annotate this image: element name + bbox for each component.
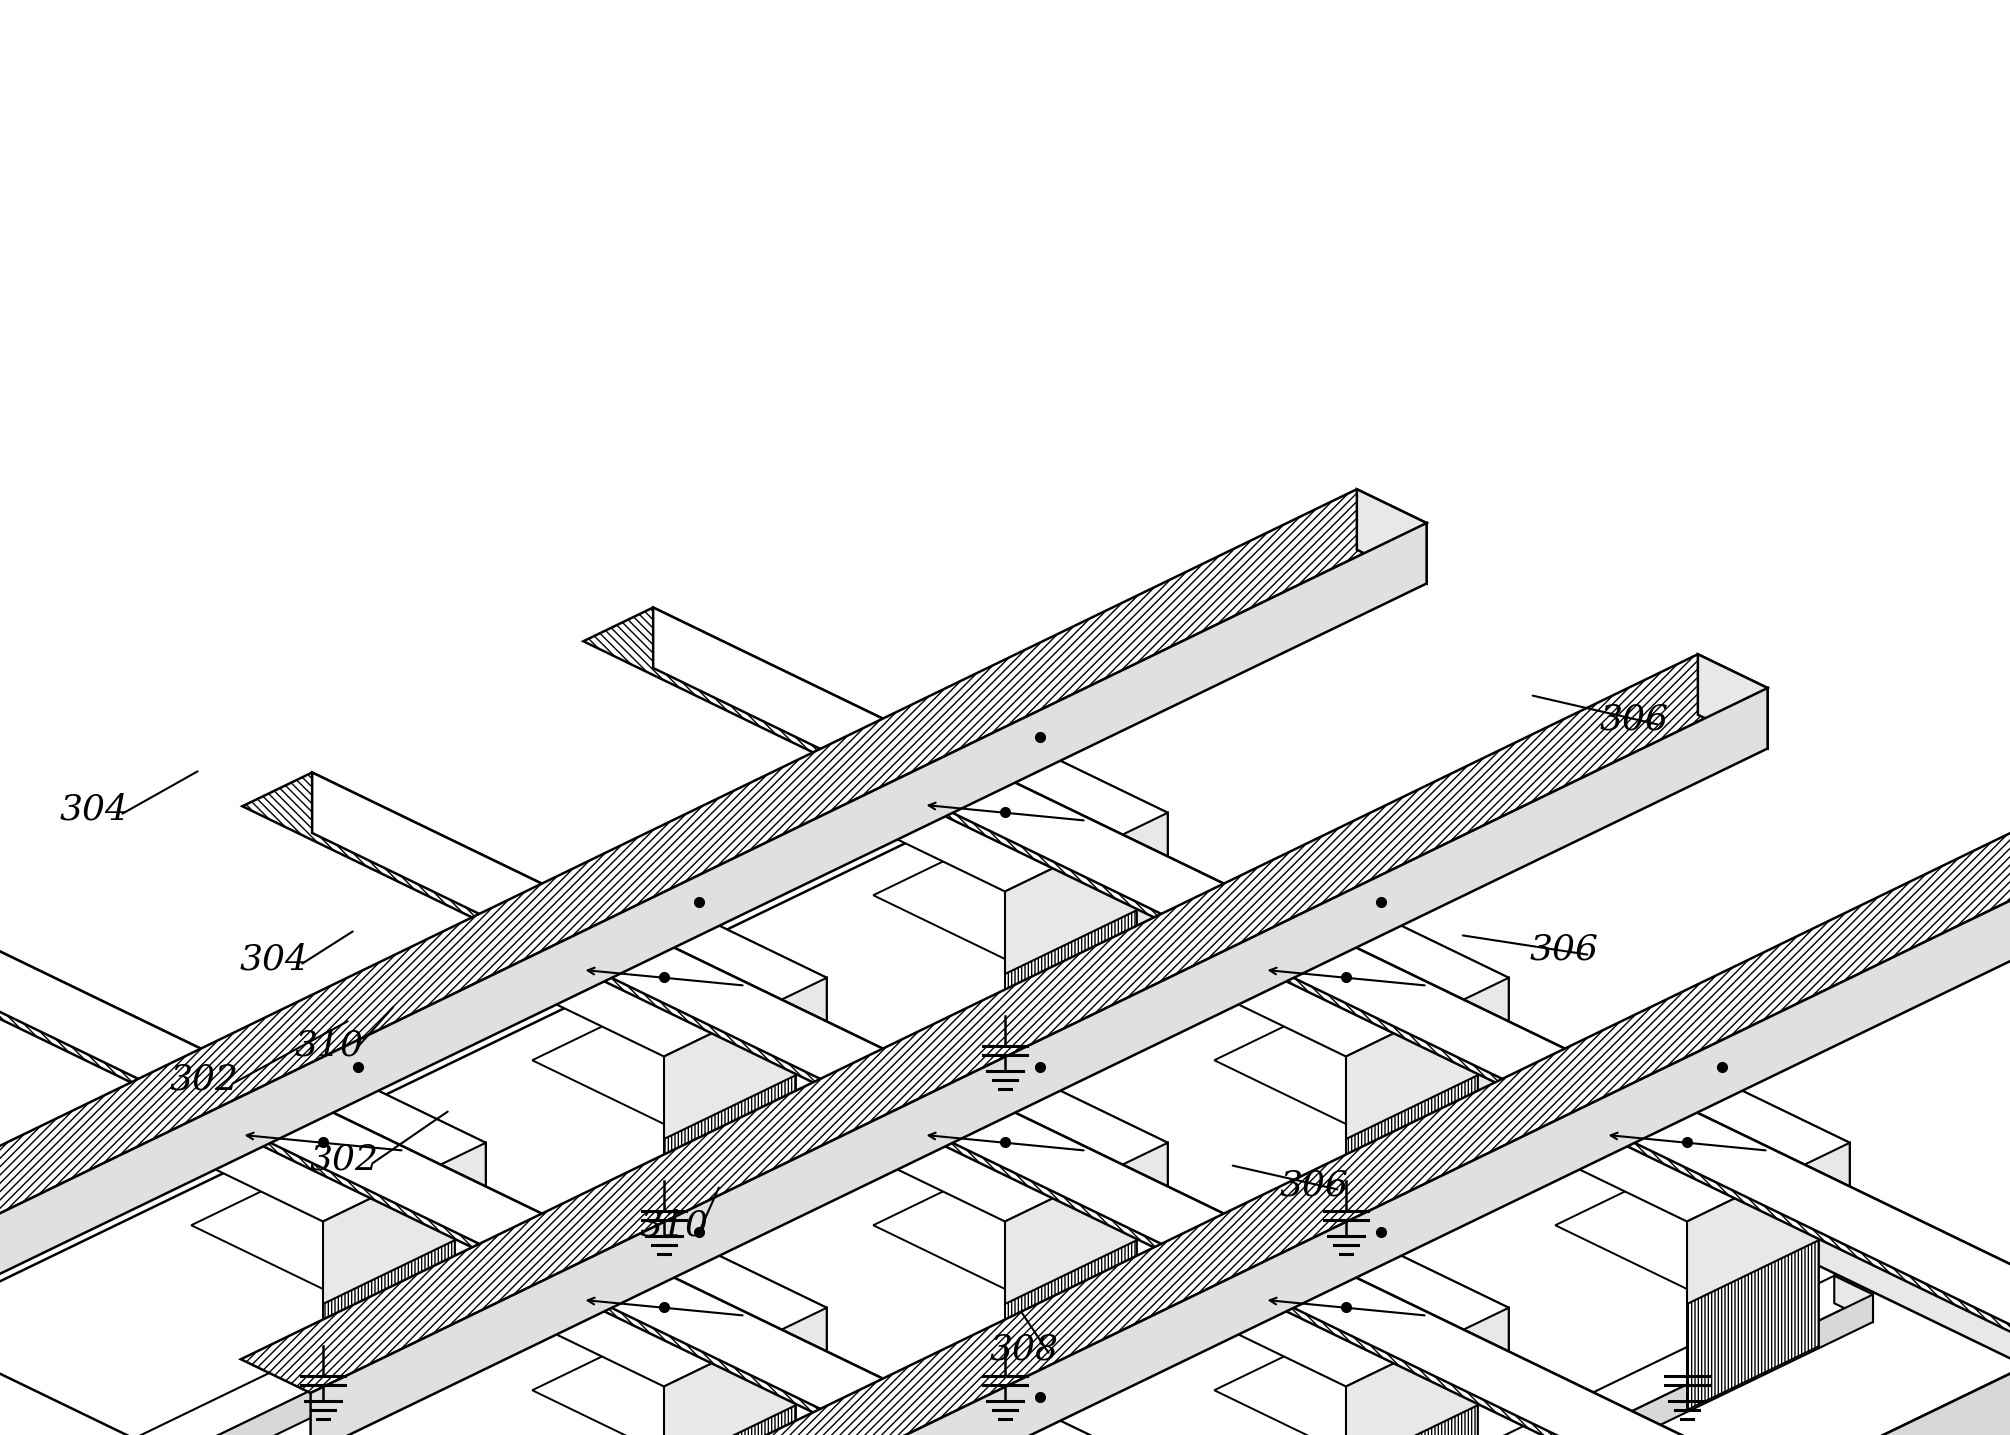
Polygon shape — [842, 1393, 1168, 1435]
Polygon shape — [1698, 654, 1767, 749]
Polygon shape — [1686, 1142, 1849, 1304]
Polygon shape — [872, 831, 1138, 959]
Polygon shape — [583, 607, 2010, 1346]
Polygon shape — [1524, 1063, 1849, 1221]
Polygon shape — [581, 819, 2010, 1435]
Polygon shape — [324, 1063, 486, 1225]
Polygon shape — [533, 996, 796, 1124]
Polygon shape — [1357, 489, 1427, 584]
Polygon shape — [533, 1326, 796, 1435]
Text: 308: 308 — [991, 1333, 1059, 1368]
Polygon shape — [663, 977, 826, 1139]
Text: 304: 304 — [239, 943, 310, 977]
Text: 302: 302 — [310, 1144, 380, 1177]
Polygon shape — [121, 964, 1192, 1435]
Polygon shape — [1005, 1161, 1138, 1346]
Text: 310: 310 — [295, 1027, 364, 1062]
Polygon shape — [1005, 1142, 1168, 1304]
Polygon shape — [1686, 1225, 1819, 1411]
Polygon shape — [872, 1161, 1138, 1289]
Polygon shape — [241, 654, 1767, 1393]
Polygon shape — [462, 1129, 1532, 1435]
Polygon shape — [1184, 898, 1510, 1056]
Polygon shape — [663, 1060, 796, 1246]
Polygon shape — [82, 946, 1192, 1435]
Polygon shape — [764, 1276, 1873, 1435]
Polygon shape — [312, 687, 1767, 1435]
Polygon shape — [0, 937, 1429, 1435]
Polygon shape — [663, 1326, 796, 1435]
Polygon shape — [842, 733, 1168, 891]
Polygon shape — [1005, 812, 1168, 974]
Text: 302: 302 — [171, 1063, 239, 1096]
Polygon shape — [663, 898, 826, 1060]
Polygon shape — [324, 1142, 486, 1304]
Polygon shape — [0, 795, 2010, 1435]
Polygon shape — [651, 852, 2010, 1435]
Polygon shape — [1347, 898, 1510, 1060]
Text: 306: 306 — [1280, 1168, 1349, 1203]
Polygon shape — [1005, 1063, 1168, 1225]
Polygon shape — [1005, 1393, 1168, 1435]
Polygon shape — [324, 1225, 454, 1411]
Polygon shape — [500, 1228, 826, 1386]
Polygon shape — [842, 1063, 1168, 1221]
Polygon shape — [500, 898, 826, 1056]
Polygon shape — [1686, 1161, 1819, 1346]
Text: 310: 310 — [639, 1208, 710, 1243]
Polygon shape — [1835, 1276, 1873, 1322]
Polygon shape — [1347, 1326, 1477, 1435]
Polygon shape — [161, 1063, 486, 1221]
Polygon shape — [0, 489, 1427, 1228]
Polygon shape — [663, 1391, 796, 1435]
Polygon shape — [191, 1161, 454, 1289]
Polygon shape — [1556, 1161, 1819, 1289]
Polygon shape — [663, 1307, 826, 1435]
Polygon shape — [312, 772, 1769, 1435]
Polygon shape — [1347, 996, 1477, 1181]
Polygon shape — [1005, 831, 1138, 1016]
Polygon shape — [1184, 1228, 1510, 1386]
Polygon shape — [1005, 895, 1138, 1081]
Polygon shape — [1152, 946, 1192, 992]
Polygon shape — [424, 1111, 1532, 1435]
Polygon shape — [324, 1161, 454, 1346]
Polygon shape — [1347, 977, 1510, 1139]
Polygon shape — [243, 772, 1769, 1435]
Polygon shape — [804, 1294, 1873, 1435]
Polygon shape — [1347, 1391, 1477, 1435]
Polygon shape — [1214, 996, 1477, 1124]
Polygon shape — [1493, 1111, 1532, 1157]
Polygon shape — [663, 1228, 826, 1391]
Polygon shape — [1005, 1327, 2010, 1435]
Text: 304: 304 — [60, 794, 129, 827]
Polygon shape — [0, 522, 1427, 1289]
Polygon shape — [1347, 1307, 1510, 1435]
Polygon shape — [653, 607, 2010, 1373]
Polygon shape — [663, 996, 796, 1181]
Polygon shape — [1005, 1225, 1138, 1411]
Polygon shape — [1686, 1063, 1849, 1225]
Polygon shape — [0, 937, 1429, 1435]
Text: 306: 306 — [1530, 933, 1600, 967]
Text: 306: 306 — [1600, 703, 1668, 738]
Polygon shape — [1214, 1326, 1477, 1435]
Polygon shape — [1347, 1060, 1477, 1246]
Polygon shape — [1005, 733, 1168, 895]
Polygon shape — [1347, 1228, 1510, 1391]
Polygon shape — [1005, 795, 2010, 1405]
